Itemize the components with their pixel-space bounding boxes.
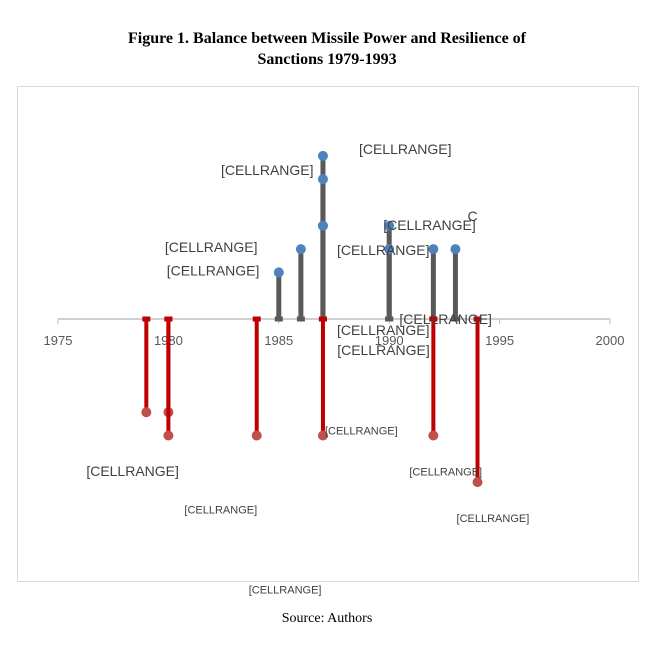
stem-base-marker [164,316,173,322]
data-point [273,267,284,278]
stem-base-marker [296,316,305,322]
data-label: [CELLRANGE] [337,342,430,358]
data-point [251,430,262,441]
data-label: [CELLRANGE] [325,426,398,438]
data-point [317,150,328,161]
chart-title-line-1: Figure 1. Balance between Missile Power … [127,30,526,47]
data-point [428,430,439,441]
chart-title: Figure 1. Balance between Missile Power … [0,28,654,70]
stem-base-marker [429,316,438,322]
data-point [141,407,152,418]
stem-base-marker [252,316,261,322]
data-label: [CELLRANGE] [249,585,322,597]
data-point [295,244,306,255]
data-point [384,244,395,255]
data-label: [CELLRANGE] [409,467,482,479]
data-label: [CELLRANGE] [337,242,430,258]
chart-frame [17,86,639,582]
data-label: [CELLRANGE] [165,239,258,255]
data-label: [CELLRANGE] [359,141,452,157]
data-label: [CELLRANGE] [383,217,476,233]
x-tick-label: 1985 [264,333,293,348]
data-label: [CELLRANGE] [184,505,257,517]
stem-base-marker [473,316,482,322]
data-point [428,244,439,255]
data-label: C [467,208,477,224]
x-tick-label: 2000 [596,333,625,348]
stem-base-marker [451,316,460,322]
data-point [450,244,461,255]
x-tick-label: 1990 [375,333,404,348]
stem-base-marker [318,316,327,322]
stem-base-marker [142,316,151,322]
data-point [163,430,174,441]
data-label: [CELLRANGE] [457,513,530,525]
data-label: [CELLRANGE] [399,311,492,327]
data-point [317,220,328,231]
data-point [317,430,328,441]
data-label: [CELLRANGE] [167,262,260,278]
data-point [317,174,328,185]
data-point [384,220,395,231]
data-label: [CELLRANGE] [221,162,314,178]
x-tick-label: 1975 [44,333,73,348]
stem-base-marker [274,316,283,322]
data-point [472,477,483,488]
data-label: [CELLRANGE] [337,322,430,338]
stem-base-marker [385,316,394,322]
data-label: [CELLRANGE] [86,463,179,479]
x-tick-label: 1995 [485,333,514,348]
chart-title-line-2: Sanctions 1979-1993 [257,51,397,68]
source-note: Source: Authors [281,611,373,626]
